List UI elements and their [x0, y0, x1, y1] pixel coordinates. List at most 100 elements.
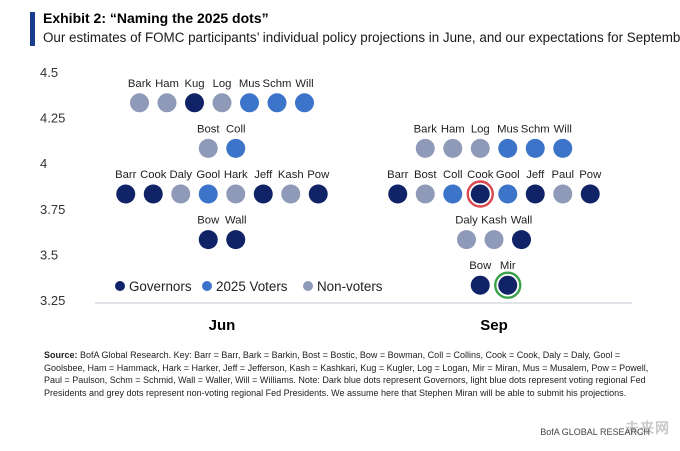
participant-label: Coll [443, 169, 462, 181]
participant-dot-governor [198, 230, 218, 250]
exhibit-title: Exhibit 2: “Naming the 2025 dots” [43, 10, 269, 26]
participant-label: Daly [455, 215, 478, 227]
participant-dot-governor [185, 93, 204, 113]
participant-label: Bark [128, 78, 152, 90]
participant-label: Bark [414, 123, 438, 135]
participant-dot-nonvoter [457, 230, 476, 250]
participant-dot-voter [498, 138, 518, 158]
participant-dot-governor [308, 184, 328, 204]
participant-label: Bost [197, 123, 220, 135]
participant-dot-voter [525, 138, 545, 158]
participant-dot-governor [512, 230, 531, 250]
participant-dot-voter [198, 184, 218, 204]
y-tick-label: 4.25 [40, 111, 65, 126]
participant-dot-governor [388, 184, 408, 204]
participant-dot-nonvoter [198, 138, 218, 158]
participant-label: Paul [551, 169, 574, 181]
participant-label: Daly [169, 169, 192, 181]
participant-dot-governor [253, 184, 273, 204]
participant-dot-governor [143, 184, 163, 204]
y-tick-label: 3.75 [40, 202, 65, 217]
participant-label: Wall [511, 215, 533, 227]
participant-label: Pow [579, 169, 602, 181]
participant-label: Log [471, 123, 490, 135]
participant-label: Ham [441, 123, 465, 135]
participant-label: Gool [496, 169, 520, 181]
participant-label: Mus [497, 123, 519, 135]
participant-label: Log [213, 78, 232, 90]
participant-dot-governor [470, 184, 490, 204]
participant-label: Ham [155, 78, 179, 90]
y-tick-label: 4 [40, 156, 47, 171]
participant-label: Will [554, 123, 572, 135]
participant-label: Kash [481, 215, 507, 227]
participant-label: Hark [224, 169, 248, 181]
legend-label: Governors [129, 279, 192, 294]
participant-label: Coll [226, 123, 245, 135]
participant-label: Cook [467, 169, 494, 181]
participant-label: Gool [196, 169, 220, 181]
highlight-ring [494, 271, 522, 299]
watermark-logo: 未来网 [625, 420, 670, 436]
legend-label: 2025 Voters [216, 279, 288, 294]
participant-label: Kash [278, 169, 304, 181]
participant-dot-nonvoter [281, 184, 301, 204]
participant-label: Jeff [254, 169, 273, 181]
participant-label: Wall [225, 215, 247, 227]
participant-dot-voter [443, 184, 463, 204]
participant-dot-governor [226, 230, 246, 250]
source-text: BofA Global Research. Key: Barr = Barr, … [44, 350, 649, 398]
participant-dot-nonvoter [415, 184, 435, 204]
participant-label: Bow [197, 215, 220, 227]
participant-label: Schm [521, 123, 550, 135]
participant-dot-voter [295, 93, 314, 113]
source-note: Source: BofA Global Research. Key: Barr … [44, 349, 662, 399]
participant-dot-nonvoter [553, 184, 573, 204]
participant-dot-nonvoter [415, 138, 435, 158]
participant-dot-nonvoter [484, 230, 504, 250]
title-accent-bar [30, 12, 35, 46]
participant-dot-nonvoter [226, 184, 246, 204]
participant-dot-nonvoter [157, 93, 177, 113]
exhibit-subtitle: Our estimates of FOMC participants’ indi… [43, 30, 680, 45]
participant-dot-nonvoter [212, 93, 232, 113]
participant-label: Jeff [526, 169, 545, 181]
participant-dot-voter [226, 138, 246, 158]
participant-dot-governor [525, 184, 545, 204]
y-tick-label: 3.5 [40, 247, 58, 262]
participant-dot-governor [580, 184, 600, 204]
participant-label: Schm [263, 78, 292, 90]
source-label: Source: [44, 350, 78, 360]
participant-dot-voter [553, 138, 573, 158]
y-tick-label: 4.5 [40, 65, 58, 80]
participant-label: Kug [184, 78, 204, 90]
participant-label: Mus [239, 78, 261, 90]
x-category-label: Jun [209, 317, 236, 334]
participant-dot-governor [116, 184, 136, 204]
participant-label: Mir [500, 260, 516, 272]
legend-marker-nonvoter [303, 281, 313, 291]
participant-label: Bow [469, 260, 492, 272]
legend-marker-voter [202, 281, 212, 291]
participant-label: Cook [140, 169, 167, 181]
participant-label: Pow [307, 169, 330, 181]
participant-dot-governor [470, 275, 490, 295]
participant-dot-nonvoter [171, 184, 191, 204]
brand-label: BofA GLOBAL RESEARCH [540, 427, 650, 437]
participant-dot-voter [240, 93, 259, 113]
y-tick-label: 3.25 [40, 293, 65, 308]
participant-label: Barr [387, 169, 409, 181]
participant-label: Barr [115, 169, 137, 181]
participant-label: Bost [414, 169, 437, 181]
legend-label: Non-voters [317, 279, 383, 294]
x-category-label: Sep [480, 317, 508, 334]
legend-marker-governor [115, 281, 125, 291]
participant-dot-voter [267, 93, 287, 113]
participant-dot-voter [498, 184, 518, 204]
highlight-ring [466, 180, 494, 208]
participant-dot-nonvoter [443, 138, 463, 158]
participant-dot-nonvoter [130, 93, 149, 113]
participant-label: Will [295, 78, 313, 90]
participant-dot-governor [498, 275, 518, 295]
